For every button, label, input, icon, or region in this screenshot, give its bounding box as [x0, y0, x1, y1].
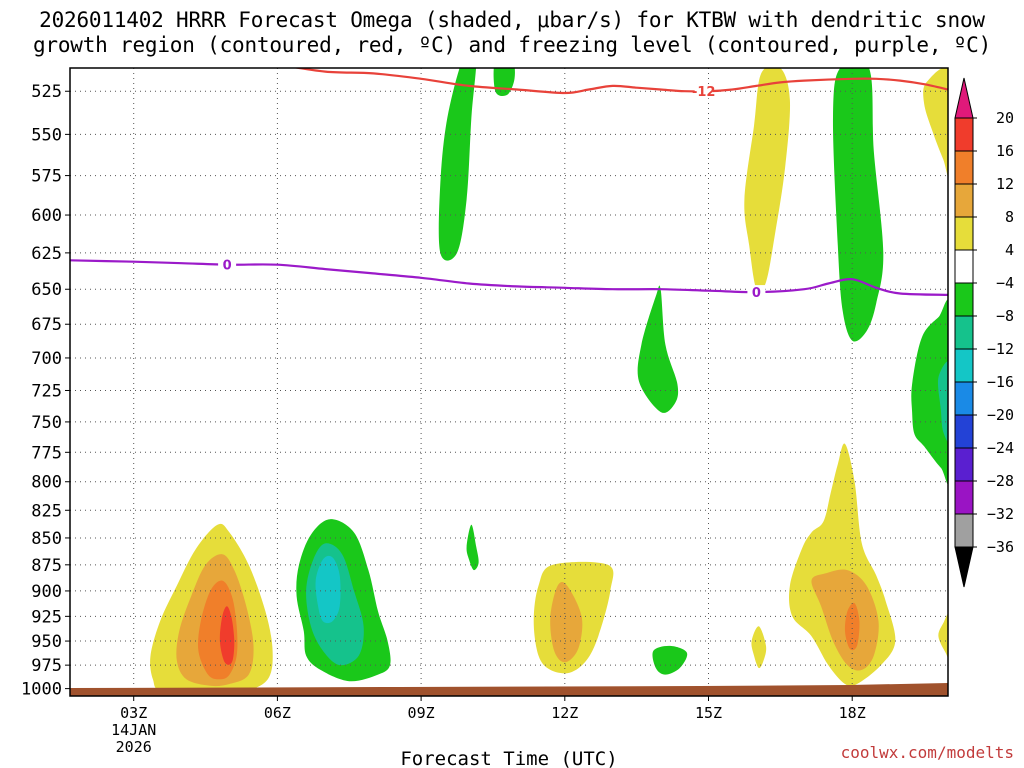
- colorbar-bin-6: [955, 283, 973, 316]
- y-tick-label-925: 925: [31, 607, 62, 627]
- colorbar-label-7: −12: [987, 340, 1014, 358]
- y-tick-label-875: 875: [31, 556, 62, 576]
- y-tick-label-525: 525: [31, 82, 62, 102]
- colorbar-bin-1: [955, 118, 973, 151]
- y-tick-label-625: 625: [31, 244, 62, 264]
- colorbar-label-5: −4: [996, 274, 1014, 292]
- colorbar-bin-4: [955, 217, 973, 250]
- y-tick-label-900: 900: [31, 582, 62, 602]
- colorbar-bin-top: [955, 78, 973, 118]
- colorbar-label-8: −16: [987, 373, 1014, 391]
- omega-region-8: [494, 58, 515, 96]
- y-tick-label-675: 675: [31, 315, 62, 335]
- colorbar-label-0: 20: [996, 109, 1014, 127]
- omega-region-9: [467, 525, 479, 570]
- colorbar-bin-3: [955, 184, 973, 217]
- colorbar-bin-9: [955, 382, 973, 415]
- y-tick-label-600: 600: [31, 206, 62, 226]
- x-tick-label-09Z: 09Z: [408, 704, 435, 722]
- x-tick-label-12Z: 12Z: [551, 704, 578, 722]
- contour-freezing_level_0C: [70, 260, 948, 295]
- colorbar-label-12: −32: [987, 505, 1014, 523]
- y-tick-label-975: 975: [31, 656, 62, 676]
- y-tick-label-800: 800: [31, 473, 62, 493]
- y-tick-label-700: 700: [31, 349, 62, 369]
- colorbar-label-2: 12: [996, 175, 1014, 193]
- omega-region-13: [652, 646, 687, 675]
- x-axis-title: Forecast Time (UTC): [400, 748, 617, 768]
- colorbar-label-9: −20: [987, 406, 1014, 424]
- omega-region-16: [833, 60, 883, 342]
- contour-label-dendritic_growth_-12C-0: -12: [692, 85, 716, 100]
- colorbar-bin-10: [955, 415, 973, 448]
- x-tick-label-06Z: 06Z: [264, 704, 291, 722]
- contour-label-freezing_level_0C-1: 0: [752, 286, 761, 301]
- colorbar: 20 16 12 8 4 −4 −8 −12 −16 −20 −24 −28 −32 −36: [955, 78, 1014, 587]
- y-tick-label-950: 950: [31, 632, 62, 652]
- omega-regions: [150, 47, 952, 693]
- colorbar-bin-13: [955, 514, 973, 547]
- colorbar-bin-7: [955, 316, 973, 349]
- colorbar-label-11: −28: [987, 472, 1014, 490]
- colorbar-label-1: 16: [996, 142, 1014, 160]
- colorbar-label-13: −36: [987, 538, 1014, 556]
- x-tick-label-03Z: 03Z: [120, 704, 147, 722]
- omega-region-12: [638, 285, 678, 412]
- y-tick-label-825: 825: [31, 501, 62, 521]
- colorbar-bin-2: [955, 151, 973, 184]
- colorbar-bin-8: [955, 349, 973, 382]
- colorbar-bin-12: [955, 481, 973, 514]
- contour-lines: -12 0 0: [70, 64, 948, 301]
- colorbar-label-10: −24: [987, 439, 1014, 457]
- y-tick-label-650: 650: [31, 280, 62, 300]
- y-tick-label-550: 550: [31, 125, 62, 145]
- y-tick-label-850: 850: [31, 529, 62, 549]
- y-tick-label-750: 750: [31, 413, 62, 433]
- omega-region-14: [744, 65, 790, 292]
- omega-region-15: [751, 626, 766, 668]
- colorbar-label-6: −8: [996, 307, 1014, 325]
- x-tick-label-15Z: 15Z: [695, 704, 722, 722]
- x-tick-sublabel-1: 2026: [116, 738, 152, 756]
- omega-chart: -120052555057560062565067570072575077580…: [0, 0, 1024, 768]
- y-tick-label-775: 775: [31, 443, 62, 463]
- colorbar-bin-5: [955, 250, 973, 283]
- omega-region-23: [938, 612, 951, 661]
- colorbar-label-4: 4: [1005, 241, 1014, 259]
- colorbar-bin-11: [955, 448, 973, 481]
- colorbar-bin-bottom: [955, 547, 973, 587]
- colorbar-label-3: 8: [1005, 208, 1014, 226]
- omega-region-7: [439, 47, 477, 260]
- x-tick-sublabel-0: 14JAN: [111, 721, 156, 739]
- y-tick-label-575: 575: [31, 167, 62, 187]
- x-tick-label-18Z: 18Z: [839, 704, 866, 722]
- y-tick-label-1000: 1000: [21, 680, 62, 700]
- credit-text: coolwx.com/modelts: [841, 743, 1014, 762]
- y-tick-label-725: 725: [31, 381, 62, 401]
- contour-label-freezing_level_0C-0: 0: [223, 259, 232, 274]
